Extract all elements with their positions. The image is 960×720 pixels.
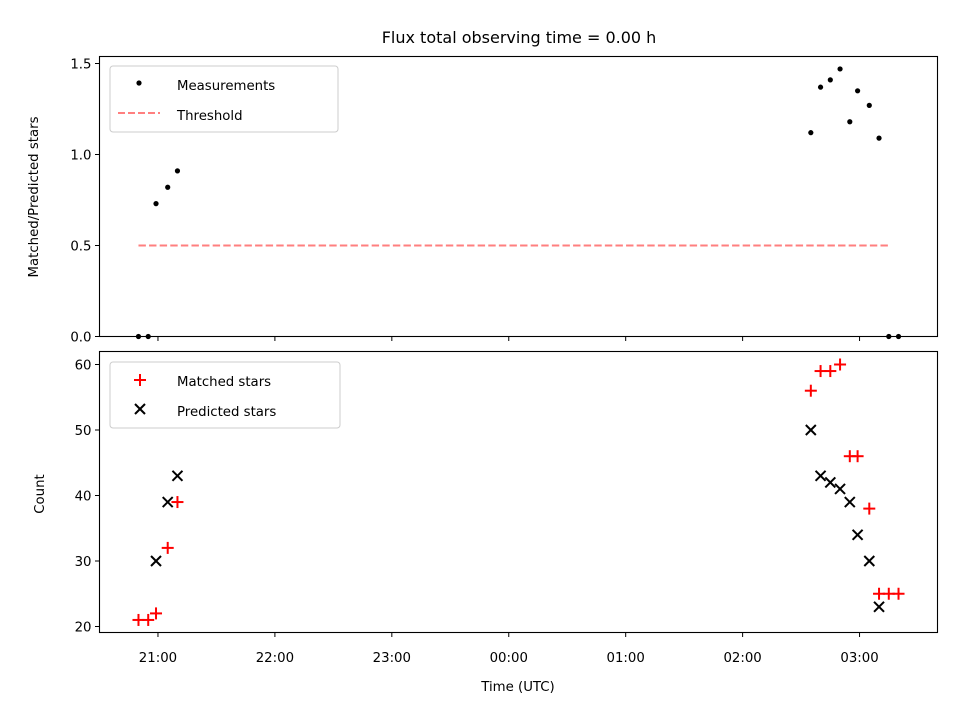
predicted-star-marker-b (851, 529, 864, 541)
predicted-star-marker (863, 555, 875, 567)
measurement-point (153, 201, 159, 207)
legend-measurements-marker (136, 80, 142, 86)
legend-predicted-marker (134, 403, 146, 415)
measurement-point (817, 84, 824, 90)
predicted-star-marker (805, 424, 817, 436)
predicted-star-marker-b (834, 483, 846, 495)
legend-predicted-label: Predicted stars (177, 405, 276, 420)
matched-star-marker (142, 613, 155, 626)
predicted-star-marker-b (844, 496, 856, 508)
bottom-y-axis-label: Count (33, 474, 48, 514)
top-legend-box (109, 65, 339, 133)
top-y-tick-label: 1.0 (70, 149, 91, 164)
measurement-point (866, 102, 872, 108)
matched-star-marker (824, 365, 837, 378)
predicted-star-marker-b (824, 476, 837, 489)
measurement-point (174, 168, 181, 174)
bottom-y-tick-label: 60 (75, 359, 92, 374)
predicted-star-marker-b (162, 496, 174, 508)
matched-star-marker (863, 502, 876, 515)
matched-star-marker (150, 607, 163, 620)
bottom-x-tick-label: 03:00 (840, 651, 878, 666)
matched-star-marker (161, 541, 174, 554)
top-legend: Measurements Threshold (109, 65, 339, 133)
predicted-star-marker-b (150, 555, 162, 567)
top-y-tick-label: 1.5 (70, 58, 91, 73)
bottom-legend-box (109, 361, 341, 429)
bottom-x-tick-label: 00:00 (490, 651, 528, 666)
legend-measurements-label: Measurements (177, 79, 275, 94)
predicted-star-marker (873, 601, 885, 613)
bottom-x-tick-label: 02:00 (723, 651, 761, 666)
top-y-tick-label: 0.0 (70, 331, 91, 346)
bottom-plot-area (132, 358, 905, 626)
measurement-point (837, 66, 843, 72)
measurement-point (165, 184, 171, 190)
predicted-star-marker (844, 496, 856, 508)
legend-threshold-label: Threshold (176, 109, 243, 124)
bottom-x-tick-label: 23:00 (373, 651, 411, 666)
bottom-panel: 20 30 40 50 60 21:00 22:00 23:00 00:00 01:00 02:0… (33, 350, 939, 695)
legend-matched-marker (134, 374, 146, 386)
predicted-star-marker (162, 496, 174, 508)
predicted-star-marker-b (814, 470, 827, 482)
predicted-star-marker-b (863, 555, 875, 567)
measurement-point (808, 130, 814, 136)
top-y-tick-label: 0.5 (70, 240, 91, 255)
matched-star-marker (804, 384, 817, 397)
predicted-star-marker (851, 529, 864, 541)
bottom-x-tick-label: 22:00 (256, 651, 294, 666)
bottom-x-tick-label: 01:00 (607, 651, 645, 666)
measurement-point (847, 119, 853, 125)
legend-matched-label: Matched stars (177, 375, 271, 390)
predicted-star-marker (834, 483, 846, 495)
bottom-y-tick-label: 50 (75, 424, 92, 439)
matched-star-marker (171, 496, 184, 509)
predicted-star-marker-b (805, 424, 817, 436)
matched-star-marker (834, 358, 847, 371)
bottom-x-ticks: 21:00 22:00 23:00 00:00 01:00 02:00 03:00 (139, 632, 879, 666)
matched-star-marker (851, 450, 864, 463)
bottom-axes-frame (98, 350, 939, 634)
bottom-y-ticks: 20 30 40 50 60 (75, 359, 100, 636)
top-axes-frame (98, 55, 939, 338)
matched-star-marker (892, 587, 905, 600)
predicted-star-marker (171, 470, 184, 482)
bottom-y-tick-label: 20 (75, 621, 92, 636)
measurement-point (876, 135, 882, 141)
measurement-point (827, 77, 833, 83)
top-panel: Flux total observing time = 0.00 h 0.00.… (27, 28, 939, 346)
x-axis-label: Time (UTC) (480, 680, 555, 695)
bottom-x-tick-label: 21:00 (139, 651, 177, 666)
top-y-ticks: 0.0 0.5 1.0 1.5 (70, 58, 100, 346)
measurement-point (854, 88, 861, 94)
predicted-star-marker-b (171, 470, 184, 482)
predicted-star-marker (824, 476, 837, 489)
predicted-star-marker-b (873, 601, 885, 613)
predicted-star-marker (150, 555, 162, 567)
chart-title: Flux total observing time = 0.00 h (382, 28, 657, 47)
top-x-ticks (157, 336, 861, 341)
predicted-star-marker (814, 470, 827, 482)
top-y-axis-label: Matched/Predicted stars (27, 116, 42, 277)
bottom-y-tick-label: 40 (75, 490, 92, 505)
bottom-legend: Matched stars Predicted stars (109, 361, 341, 429)
bottom-y-tick-label: 30 (75, 555, 92, 570)
